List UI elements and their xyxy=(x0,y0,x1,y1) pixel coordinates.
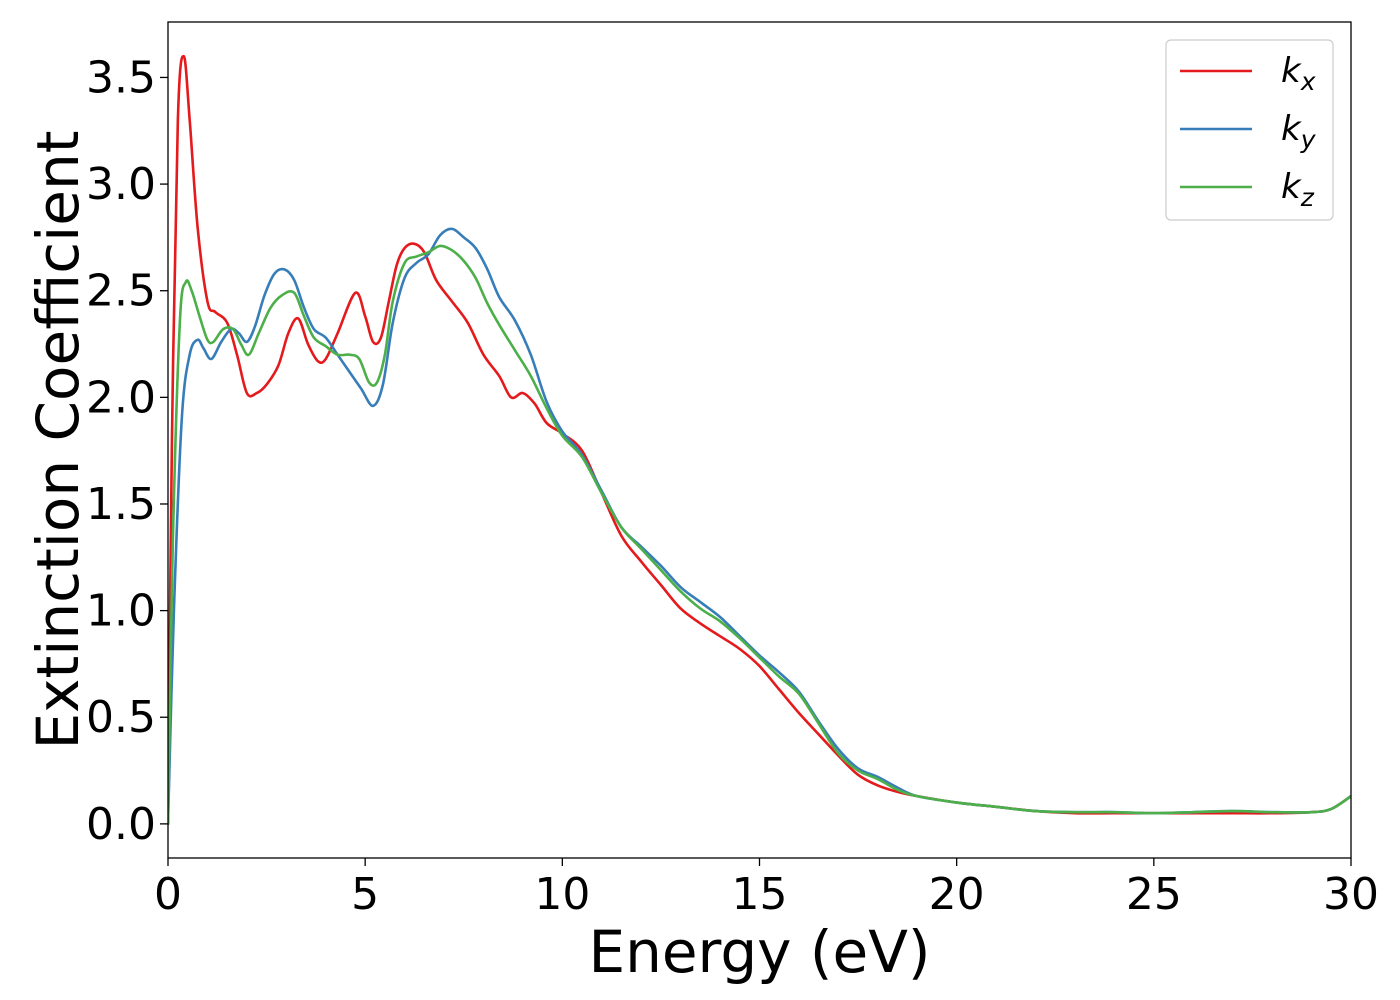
x-tick-label: 0 xyxy=(154,869,182,920)
x-tick-label: 20 xyxy=(929,869,985,920)
y-tick-label: 0.0 xyxy=(86,799,156,850)
series-line-z xyxy=(168,244,1351,826)
y-tick-label: 2.0 xyxy=(86,372,156,423)
legend-item-z: kz xyxy=(1180,167,1315,212)
x-tick-label: 5 xyxy=(351,869,379,920)
y-tick-label: 1.0 xyxy=(86,586,156,637)
legend-label: kz xyxy=(1281,167,1315,212)
y-tick-label: 1.5 xyxy=(86,479,156,530)
series-layer xyxy=(168,54,1351,826)
legend-item-x: kx xyxy=(1180,51,1316,96)
legend-label: ky xyxy=(1281,109,1317,154)
y-tick-label: 3.5 xyxy=(86,52,156,103)
x-tick-label: 15 xyxy=(732,869,788,920)
y-axis-title: Extinction Coefficient xyxy=(24,131,92,750)
y-axis-ticks: 0.0 0.5 1.0 1.5 2.0 2.5 3.0 3.5 xyxy=(86,52,168,850)
legend-label: kx xyxy=(1281,51,1316,96)
x-axis-ticks: 0 5 10 15 20 25 30 xyxy=(154,858,1379,920)
legend-item-y: ky xyxy=(1180,109,1317,154)
y-tick-label: 2.5 xyxy=(86,266,156,317)
x-tick-label: 10 xyxy=(534,869,590,920)
x-tick-label: 25 xyxy=(1126,869,1182,920)
x-tick-label: 30 xyxy=(1323,869,1379,920)
x-axis-title: Energy (eV) xyxy=(588,918,930,986)
y-tick-label: 0.5 xyxy=(86,692,156,743)
y-tick-label: 3.0 xyxy=(86,159,156,210)
series-line-y xyxy=(168,227,1351,826)
legend: kx ky kz xyxy=(1165,39,1334,221)
